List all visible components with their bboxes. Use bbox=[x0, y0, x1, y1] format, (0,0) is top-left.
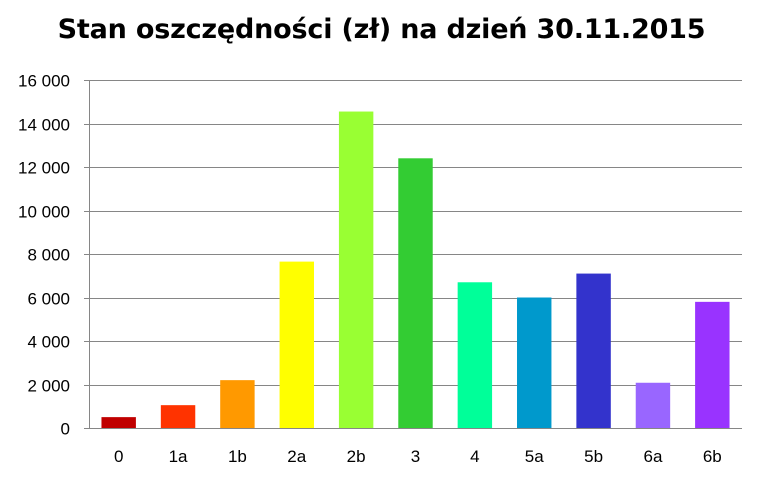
y-axis-tick-labels: 0 2 000 4 000 6 000 8 000 10 000 12 000 14 000 1… bbox=[18, 72, 70, 439]
x-tick-label: 2b bbox=[347, 447, 366, 466]
x-tick-label: 5b bbox=[584, 447, 603, 466]
axes bbox=[84, 80, 742, 429]
bar-5a bbox=[517, 297, 552, 428]
x-tick-label: 6a bbox=[643, 447, 662, 466]
y-tick-label: 12 000 bbox=[18, 159, 70, 178]
bars bbox=[101, 111, 730, 429]
x-tick-label: 6b bbox=[703, 447, 722, 466]
y-tick-label: 8 000 bbox=[27, 246, 70, 265]
bar-6b bbox=[695, 301, 730, 428]
y-tick-label: 6 000 bbox=[27, 290, 70, 309]
y-tick-label: 2 000 bbox=[27, 377, 70, 396]
x-tick-label: 1b bbox=[228, 447, 247, 466]
bar-2a bbox=[279, 261, 314, 428]
y-tick-label: 14 000 bbox=[18, 116, 70, 135]
bar-1b bbox=[220, 380, 255, 428]
bar-0 bbox=[101, 417, 136, 428]
x-tick-label: 0 bbox=[114, 447, 123, 466]
bar-4 bbox=[457, 282, 493, 428]
y-tick-label: 10 000 bbox=[18, 203, 70, 222]
bar-5b bbox=[576, 273, 611, 428]
x-tick-label: 3 bbox=[411, 447, 420, 466]
y-tick-label: 16 000 bbox=[18, 72, 70, 91]
bar-2b bbox=[338, 111, 374, 428]
chart-title: Stan oszczędności (zł) na dzień 30.11.20… bbox=[57, 14, 706, 45]
bar-6a bbox=[635, 382, 671, 428]
x-tick-label: 5a bbox=[525, 447, 544, 466]
x-tick-label: 2a bbox=[287, 447, 306, 466]
x-tick-label: 4 bbox=[470, 447, 479, 466]
bar-3 bbox=[398, 158, 433, 429]
y-tick-label: 4 000 bbox=[27, 333, 70, 352]
y-tick-label: 0 bbox=[61, 420, 70, 439]
bar-1a bbox=[160, 405, 196, 428]
x-tick-label: 1a bbox=[169, 447, 188, 466]
x-axis-tick-labels: 0 1a 1b 2a 2b 3 4 5a 5b 6a 6b bbox=[114, 447, 722, 466]
